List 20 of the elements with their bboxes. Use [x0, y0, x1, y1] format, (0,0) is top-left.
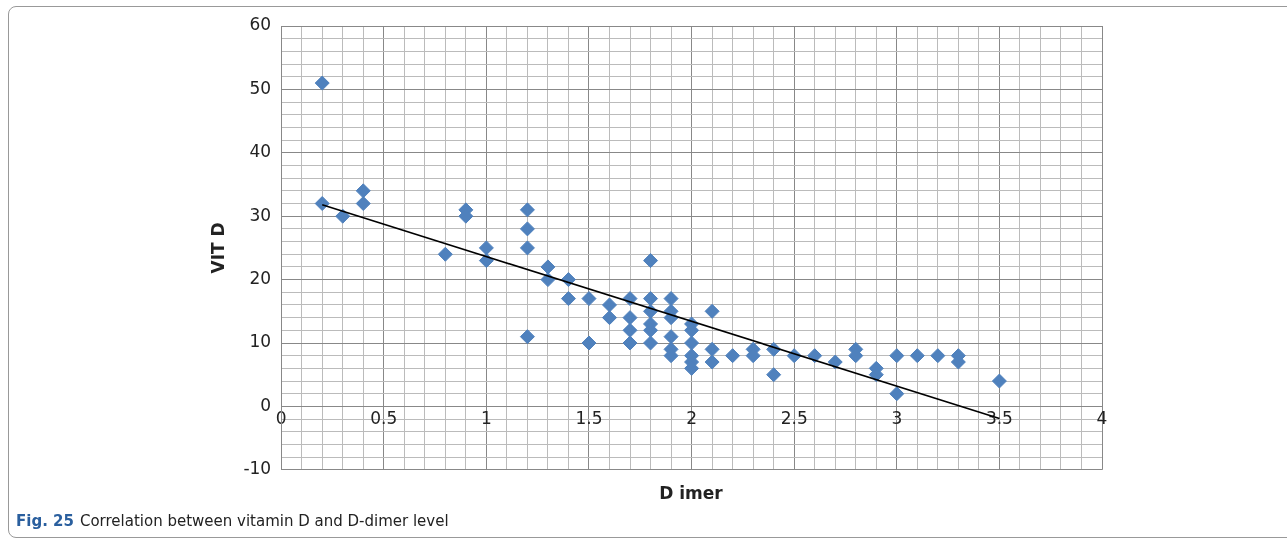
x-tick-label: 3 [891, 408, 903, 429]
x-tick-label: 0.5 [370, 408, 398, 429]
y-tick-label: 10 [249, 331, 272, 352]
y-axis-title: VIT D [207, 222, 228, 274]
x-tick-label: 4 [1096, 408, 1108, 429]
x-tick-label: 2 [686, 408, 697, 429]
x-tick-label: 3.5 [985, 408, 1013, 429]
y-tick-label: 30 [249, 204, 272, 225]
y-tick-label: -10 [243, 458, 272, 479]
x-tick-label: 1.5 [575, 408, 603, 429]
text: Correlation between vitamin D and D-dimer level [79, 512, 449, 530]
y-tick-label: 40 [249, 141, 272, 162]
y-tick-label: 50 [249, 77, 272, 98]
x-axis-title: D imer [658, 483, 724, 503]
caption: Fig. 25 [16, 512, 74, 530]
y-tick-label: 20 [249, 268, 272, 289]
x-tick-label: 1 [480, 408, 492, 429]
y-tick-label: 60 [249, 14, 272, 35]
y-tick-label: 0 [260, 394, 272, 415]
x-tick-label: 2.5 [780, 408, 808, 429]
